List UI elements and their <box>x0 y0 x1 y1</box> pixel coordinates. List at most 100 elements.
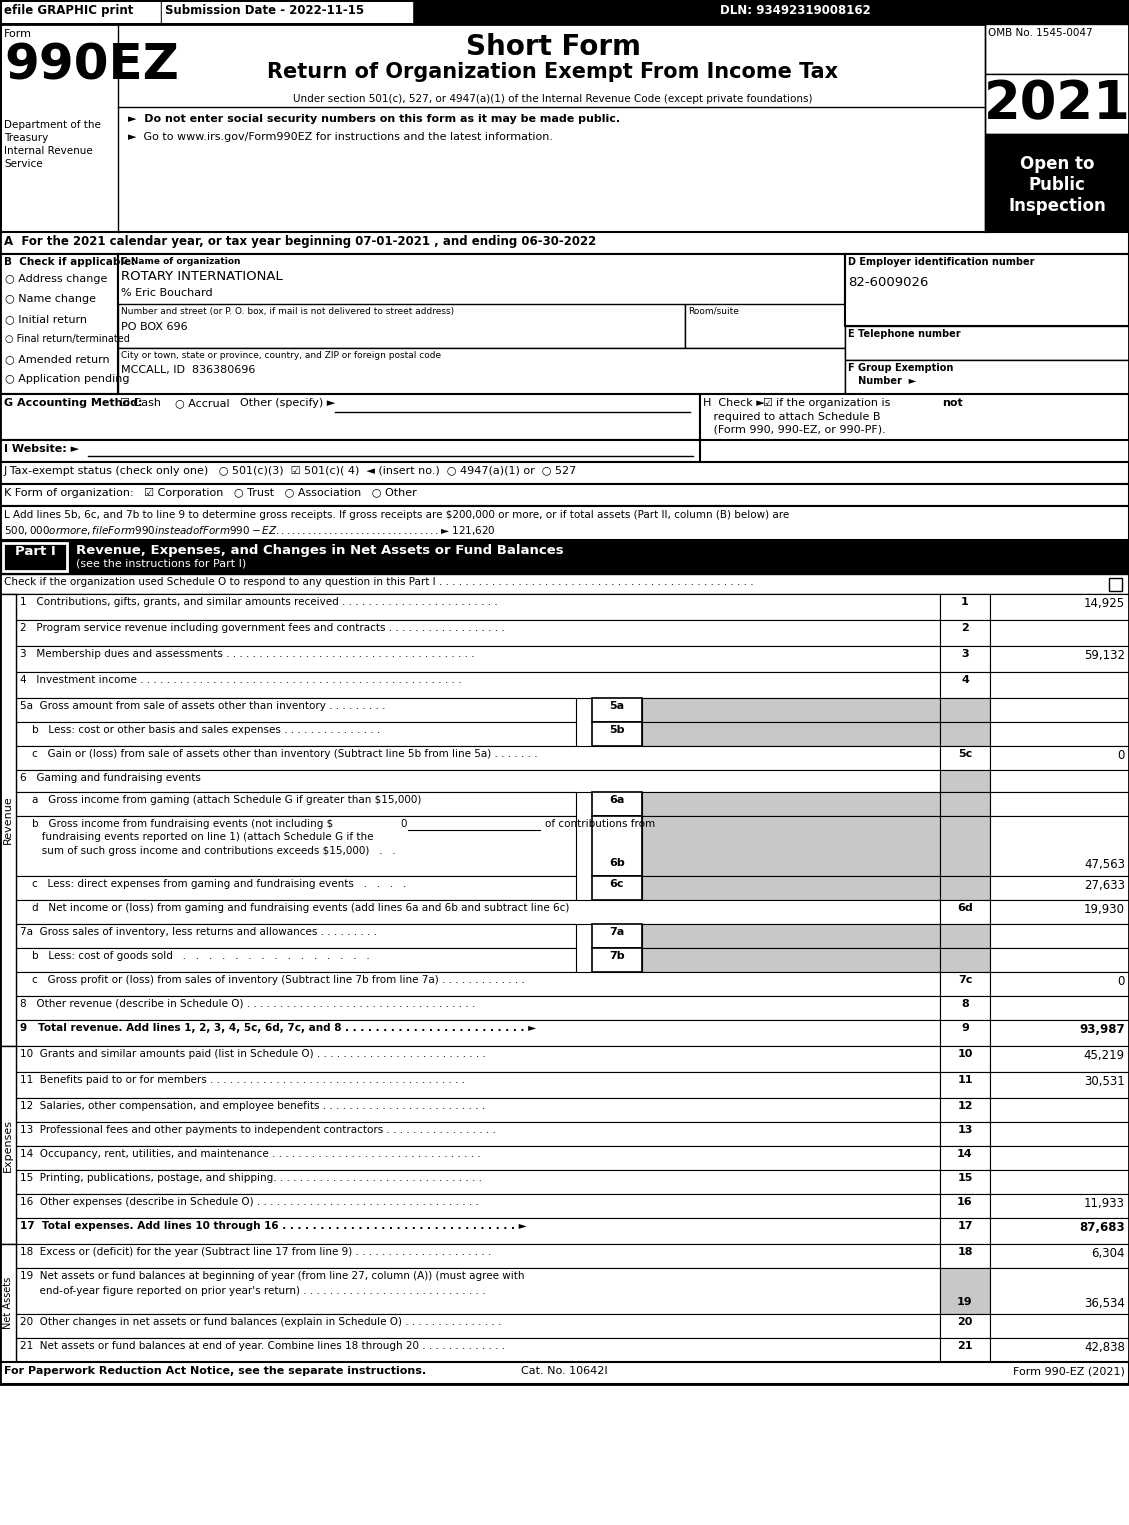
Text: Service: Service <box>5 159 43 169</box>
Bar <box>984 24 1129 75</box>
Bar <box>0 483 1129 506</box>
Text: Part I: Part I <box>15 544 55 558</box>
Bar <box>592 816 642 875</box>
Text: 7a  Gross sales of inventory, less returns and allowances . . . . . . . . .: 7a Gross sales of inventory, less return… <box>20 927 377 936</box>
Text: 2021: 2021 <box>983 78 1129 130</box>
Bar <box>940 971 990 996</box>
Bar <box>0 393 700 441</box>
Bar <box>16 1072 940 1098</box>
Bar <box>990 949 1129 971</box>
Text: J Tax-exempt status (check only one)   ○ 501(c)(3)  ☑ 501(c)( 4)  ◄ (insert no.): J Tax-exempt status (check only one) ○ 5… <box>5 467 577 476</box>
Text: 6a: 6a <box>610 795 624 805</box>
Text: Net Assets: Net Assets <box>3 1276 14 1330</box>
Text: ○ Address change: ○ Address change <box>5 274 107 284</box>
Bar <box>0 1046 16 1244</box>
Text: 7b: 7b <box>610 952 624 961</box>
Bar <box>940 900 990 924</box>
Text: G Accounting Method:: G Accounting Method: <box>5 398 142 409</box>
Text: fundraising events reported on line 1) (attach Schedule G if the: fundraising events reported on line 1) (… <box>32 833 374 842</box>
Text: Expenses: Expenses <box>3 1118 14 1171</box>
Text: ►  Go to www.irs.gov/Form990EZ for instructions and the latest information.: ► Go to www.irs.gov/Form990EZ for instru… <box>128 133 553 142</box>
Text: 2: 2 <box>961 624 969 633</box>
Bar <box>940 1020 990 1046</box>
Text: 19: 19 <box>957 1296 973 1307</box>
Text: Form 990-EZ (2021): Form 990-EZ (2021) <box>1013 1366 1124 1376</box>
Text: 9   Total revenue. Add lines 1, 2, 3, 4, 5c, 6d, 7c, and 8 . . . . . . . . . . .: 9 Total revenue. Add lines 1, 2, 3, 4, 5… <box>20 1023 536 1032</box>
Bar <box>940 770 990 791</box>
Bar <box>16 971 940 996</box>
Text: B  Check if applicable:: B Check if applicable: <box>5 258 135 267</box>
Bar <box>984 134 1129 232</box>
Bar <box>16 1267 940 1315</box>
Bar <box>16 647 940 673</box>
Bar <box>3 543 67 570</box>
Bar <box>940 1170 990 1194</box>
Bar <box>990 770 1129 791</box>
Bar <box>990 791 1129 816</box>
Text: required to attach Schedule B: required to attach Schedule B <box>703 412 881 422</box>
Text: 5a: 5a <box>610 702 624 711</box>
Bar <box>990 1244 1129 1267</box>
Bar <box>1109 578 1122 592</box>
Text: 18: 18 <box>957 1247 973 1257</box>
Bar <box>0 540 1129 573</box>
Bar <box>592 791 642 816</box>
Text: 2   Program service revenue including government fees and contracts . . . . . . : 2 Program service revenue including gove… <box>20 624 505 633</box>
Bar <box>940 673 990 698</box>
Text: A  For the 2021 calendar year, or tax year beginning 07-01-2021 , and ending 06-: A For the 2021 calendar year, or tax yea… <box>5 235 596 249</box>
Text: Return of Organization Exempt From Income Tax: Return of Organization Exempt From Incom… <box>268 63 839 82</box>
Bar <box>940 875 990 900</box>
Bar <box>0 1362 1129 1385</box>
Bar <box>592 924 642 949</box>
Bar <box>990 900 1129 924</box>
Bar <box>592 949 642 971</box>
Text: ○ Amended return: ○ Amended return <box>5 354 110 364</box>
Bar <box>940 924 990 949</box>
Text: c   Less: direct expenses from gaming and fundraising events   .   .   .   .: c Less: direct expenses from gaming and … <box>32 878 406 889</box>
Text: 990EZ: 990EZ <box>5 43 178 90</box>
Bar <box>16 621 940 647</box>
Text: 0: 0 <box>1118 749 1124 762</box>
Bar <box>16 900 940 924</box>
Bar <box>16 1244 940 1267</box>
Text: 30,531: 30,531 <box>1084 1075 1124 1087</box>
Bar <box>642 924 940 949</box>
Text: K Form of organization:   ☑ Corporation   ○ Trust   ○ Association   ○ Other: K Form of organization: ☑ Corporation ○ … <box>5 488 417 499</box>
Text: not: not <box>942 398 963 409</box>
Text: 3: 3 <box>961 650 969 659</box>
Text: 14,925: 14,925 <box>1084 596 1124 610</box>
Bar <box>940 621 990 647</box>
Text: 19  Net assets or fund balances at beginning of year (from line 27, column (A)) : 19 Net assets or fund balances at beginn… <box>20 1270 525 1281</box>
Text: end-of-year figure reported on prior year's return) . . . . . . . . . . . . . . : end-of-year figure reported on prior yea… <box>20 1286 485 1296</box>
Text: 12  Salaries, other compensation, and employee benefits . . . . . . . . . . . . : 12 Salaries, other compensation, and emp… <box>20 1101 485 1112</box>
Text: ○ Initial return: ○ Initial return <box>5 314 87 323</box>
Bar <box>642 721 940 746</box>
Text: efile GRAPHIC print: efile GRAPHIC print <box>5 5 133 17</box>
Bar <box>984 75 1129 134</box>
Bar <box>940 1218 990 1244</box>
Text: ROTARY INTERNATIONAL: ROTARY INTERNATIONAL <box>121 270 282 284</box>
Text: 17: 17 <box>957 1222 973 1231</box>
Bar <box>642 698 940 721</box>
Bar <box>990 996 1129 1020</box>
Bar <box>0 573 1129 595</box>
Bar <box>940 791 990 816</box>
Text: 5a  Gross amount from sale of assets other than inventory . . . . . . . . .: 5a Gross amount from sale of assets othe… <box>20 702 385 711</box>
Bar <box>990 875 1129 900</box>
Bar <box>16 1315 940 1337</box>
Text: Number  ►: Number ► <box>848 377 916 386</box>
Bar <box>940 1072 990 1098</box>
Text: 59,132: 59,132 <box>1084 650 1124 662</box>
Bar <box>940 816 990 875</box>
Text: ►  Do not enter social security numbers on this form as it may be made public.: ► Do not enter social security numbers o… <box>128 114 620 124</box>
Text: C Name of organization: C Name of organization <box>121 258 240 265</box>
Bar <box>16 1122 940 1145</box>
Text: E Telephone number: E Telephone number <box>848 329 961 339</box>
Bar <box>990 924 1129 949</box>
Text: 18  Excess or (deficit) for the year (Subtract line 17 from line 9) . . . . . . : 18 Excess or (deficit) for the year (Sub… <box>20 1247 491 1257</box>
Text: 15  Printing, publications, postage, and shipping. . . . . . . . . . . . . . . .: 15 Printing, publications, postage, and … <box>20 1173 482 1183</box>
Text: Short Form: Short Form <box>465 34 640 61</box>
Text: a   Gross income from gaming (attach Schedule G if greater than $15,000): a Gross income from gaming (attach Sched… <box>32 795 421 805</box>
Text: Revenue: Revenue <box>3 796 14 845</box>
Bar <box>16 770 940 791</box>
